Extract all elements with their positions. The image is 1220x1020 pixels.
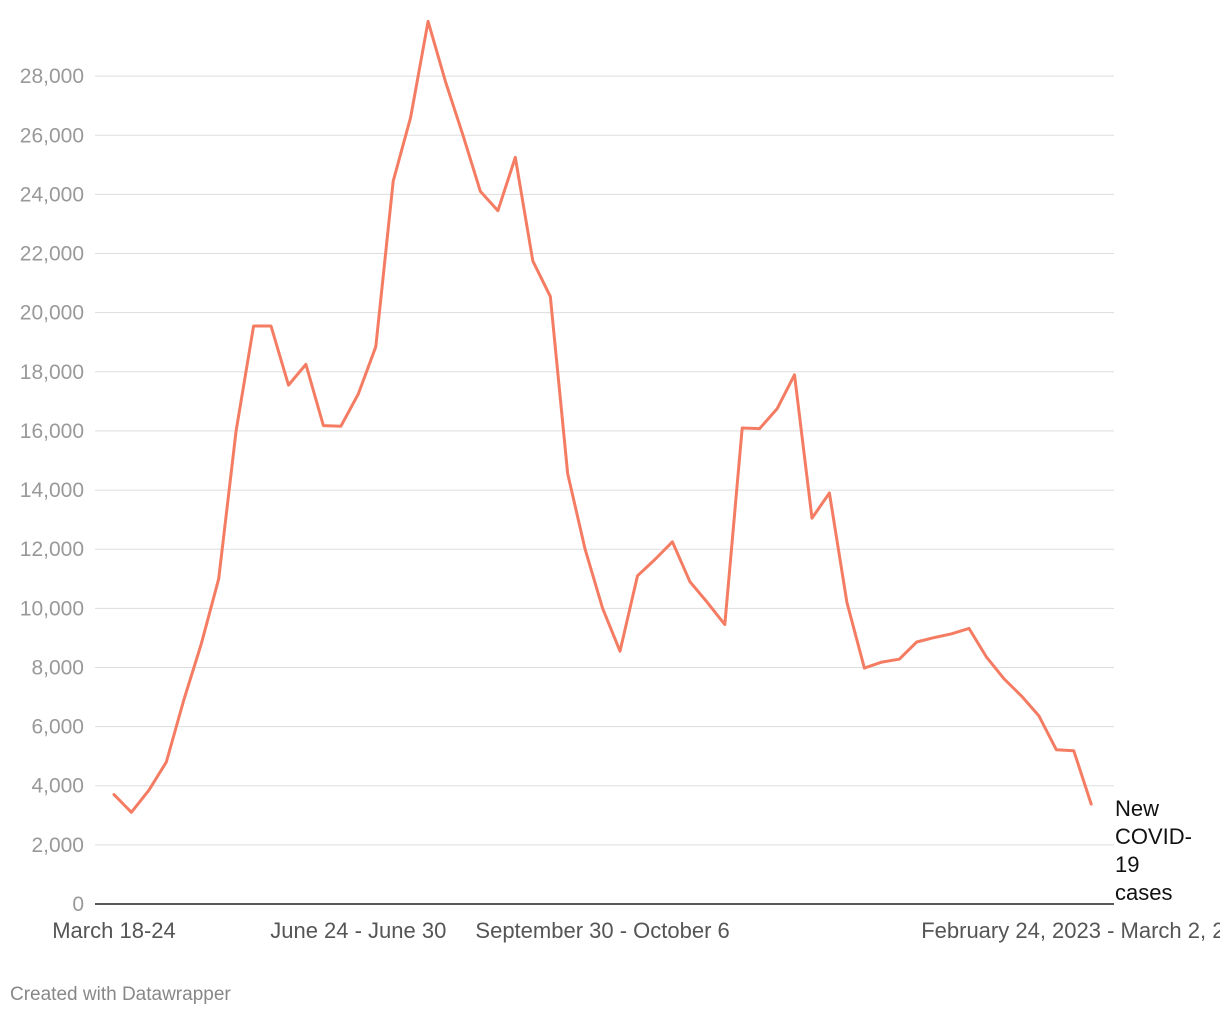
y-tick-label: 0 [72, 893, 84, 916]
y-tick-label: 24,000 [20, 183, 84, 206]
y-tick-label: 20,000 [20, 302, 84, 325]
footer-credit: Created with Datawrapper [10, 984, 231, 1005]
y-tick-label: 28,000 [20, 65, 84, 88]
y-tick-label: 14,000 [20, 479, 84, 502]
x-tick-label: March 18-24 [52, 918, 176, 943]
y-tick-label: 2,000 [31, 834, 84, 857]
series-group: New COVID-19 cases [112, 19, 1192, 905]
y-tick-label: 8,000 [31, 656, 84, 679]
line-chart: 0 2,000 4,000 6,000 8,000 10,000 12,000 14,000 1… [20, 19, 1220, 943]
gridlines [95, 75, 1114, 846]
y-tick-label: 26,000 [20, 124, 84, 147]
y-tick-label: 6,000 [31, 716, 84, 739]
y-tick-label: 12,000 [20, 538, 84, 561]
x-tick-label: June 24 - June 30 [270, 918, 446, 943]
y-tick-label: 22,000 [20, 243, 84, 266]
y-tick-label: 18,000 [20, 361, 84, 384]
y-tick-label: 16,000 [20, 420, 84, 443]
y-tick-label: 4,000 [31, 775, 84, 798]
series-line [112, 19, 1093, 814]
y-axis-tick-labels: 0 2,000 4,000 6,000 8,000 10,000 12,000 14,000 1… [20, 65, 84, 916]
series-label: New COVID-19 cases [1115, 796, 1192, 905]
y-tick-label: 10,000 [20, 597, 84, 620]
x-tick-label: September 30 - October 6 [475, 918, 729, 943]
x-tick-label: February 24, 2023 - March 2, 2023 [921, 918, 1220, 943]
x-axis-tick-labels: March 18-24 June 24 - June 30 September 30… [52, 918, 1220, 943]
